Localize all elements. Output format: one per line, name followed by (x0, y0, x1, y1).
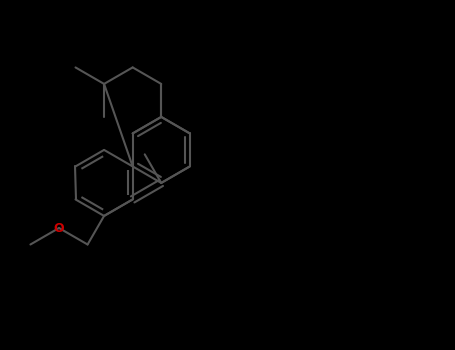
Text: O: O (54, 222, 64, 235)
